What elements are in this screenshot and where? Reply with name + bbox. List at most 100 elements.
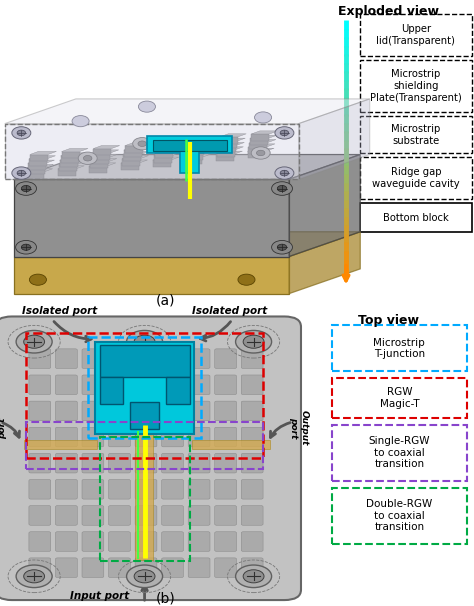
FancyBboxPatch shape [135, 532, 157, 551]
FancyBboxPatch shape [215, 558, 237, 578]
Text: Isolated port: Isolated port [192, 307, 267, 316]
FancyBboxPatch shape [55, 558, 77, 578]
Polygon shape [186, 148, 204, 155]
Polygon shape [58, 169, 76, 176]
FancyBboxPatch shape [162, 532, 183, 551]
FancyBboxPatch shape [135, 375, 157, 395]
Polygon shape [30, 155, 48, 161]
Polygon shape [188, 140, 206, 147]
Polygon shape [91, 158, 109, 164]
Circle shape [17, 170, 26, 176]
Circle shape [72, 116, 89, 127]
FancyBboxPatch shape [29, 349, 51, 368]
FancyBboxPatch shape [29, 427, 51, 447]
Polygon shape [90, 162, 109, 168]
Text: Output
port: Output port [0, 410, 7, 445]
FancyBboxPatch shape [109, 479, 130, 499]
Circle shape [243, 570, 264, 583]
Polygon shape [155, 152, 173, 158]
Polygon shape [90, 159, 117, 162]
Circle shape [236, 330, 272, 353]
FancyBboxPatch shape [29, 558, 51, 578]
Polygon shape [216, 154, 234, 161]
FancyBboxPatch shape [241, 558, 263, 578]
Polygon shape [248, 144, 275, 147]
Bar [88, 338, 201, 438]
Polygon shape [100, 345, 190, 378]
Polygon shape [14, 256, 289, 294]
FancyBboxPatch shape [135, 505, 157, 525]
Circle shape [275, 127, 294, 139]
Circle shape [280, 130, 289, 136]
Circle shape [277, 244, 287, 250]
FancyBboxPatch shape [55, 532, 77, 551]
Polygon shape [122, 159, 140, 165]
FancyBboxPatch shape [135, 349, 157, 368]
Circle shape [16, 565, 52, 588]
Text: Isolated port: Isolated port [22, 307, 97, 316]
Circle shape [256, 150, 265, 156]
Bar [100, 437, 190, 561]
FancyBboxPatch shape [360, 14, 472, 56]
Polygon shape [130, 402, 159, 429]
FancyBboxPatch shape [241, 479, 263, 499]
Text: (a): (a) [156, 293, 176, 307]
Polygon shape [121, 160, 147, 163]
FancyBboxPatch shape [360, 158, 472, 199]
Polygon shape [299, 99, 370, 179]
Polygon shape [93, 145, 120, 148]
FancyBboxPatch shape [241, 375, 263, 395]
Circle shape [12, 127, 31, 139]
Polygon shape [90, 163, 116, 166]
FancyBboxPatch shape [135, 401, 157, 421]
FancyBboxPatch shape [162, 375, 183, 395]
FancyBboxPatch shape [162, 401, 183, 421]
Polygon shape [30, 152, 56, 155]
Polygon shape [26, 168, 53, 172]
Polygon shape [155, 147, 173, 154]
Text: Double-RGW
to coaxial
transition: Double-RGW to coaxial transition [366, 499, 432, 532]
FancyBboxPatch shape [29, 479, 51, 499]
Circle shape [255, 112, 272, 123]
FancyBboxPatch shape [215, 453, 237, 473]
FancyBboxPatch shape [188, 558, 210, 578]
Bar [135, 432, 153, 560]
Polygon shape [59, 161, 85, 165]
Circle shape [138, 101, 155, 112]
Polygon shape [219, 137, 237, 144]
Text: Ridge gap
waveguide cavity: Ridge gap waveguide cavity [372, 167, 460, 189]
Circle shape [275, 167, 294, 179]
FancyBboxPatch shape [241, 349, 263, 368]
FancyBboxPatch shape [162, 505, 183, 525]
Polygon shape [219, 138, 246, 141]
FancyBboxPatch shape [55, 401, 77, 421]
Polygon shape [61, 153, 87, 156]
FancyBboxPatch shape [29, 375, 51, 395]
FancyBboxPatch shape [82, 479, 104, 499]
Polygon shape [92, 150, 118, 153]
Circle shape [16, 182, 36, 195]
Bar [24, 441, 97, 448]
Polygon shape [247, 148, 274, 152]
Bar [26, 333, 263, 458]
FancyBboxPatch shape [82, 375, 104, 395]
Polygon shape [218, 142, 245, 145]
FancyBboxPatch shape [109, 427, 130, 447]
FancyBboxPatch shape [360, 116, 472, 153]
FancyBboxPatch shape [188, 349, 210, 368]
FancyBboxPatch shape [135, 558, 157, 578]
Circle shape [21, 185, 31, 191]
Polygon shape [90, 166, 107, 173]
FancyBboxPatch shape [215, 349, 237, 368]
Circle shape [277, 185, 287, 191]
Polygon shape [156, 143, 174, 150]
FancyBboxPatch shape [162, 349, 183, 368]
Text: RGW
Magic-T: RGW Magic-T [380, 387, 419, 409]
Circle shape [134, 570, 155, 583]
Polygon shape [121, 163, 139, 170]
Circle shape [24, 570, 45, 583]
Polygon shape [154, 156, 172, 162]
Circle shape [138, 141, 146, 147]
Polygon shape [289, 155, 360, 256]
Polygon shape [29, 156, 55, 159]
